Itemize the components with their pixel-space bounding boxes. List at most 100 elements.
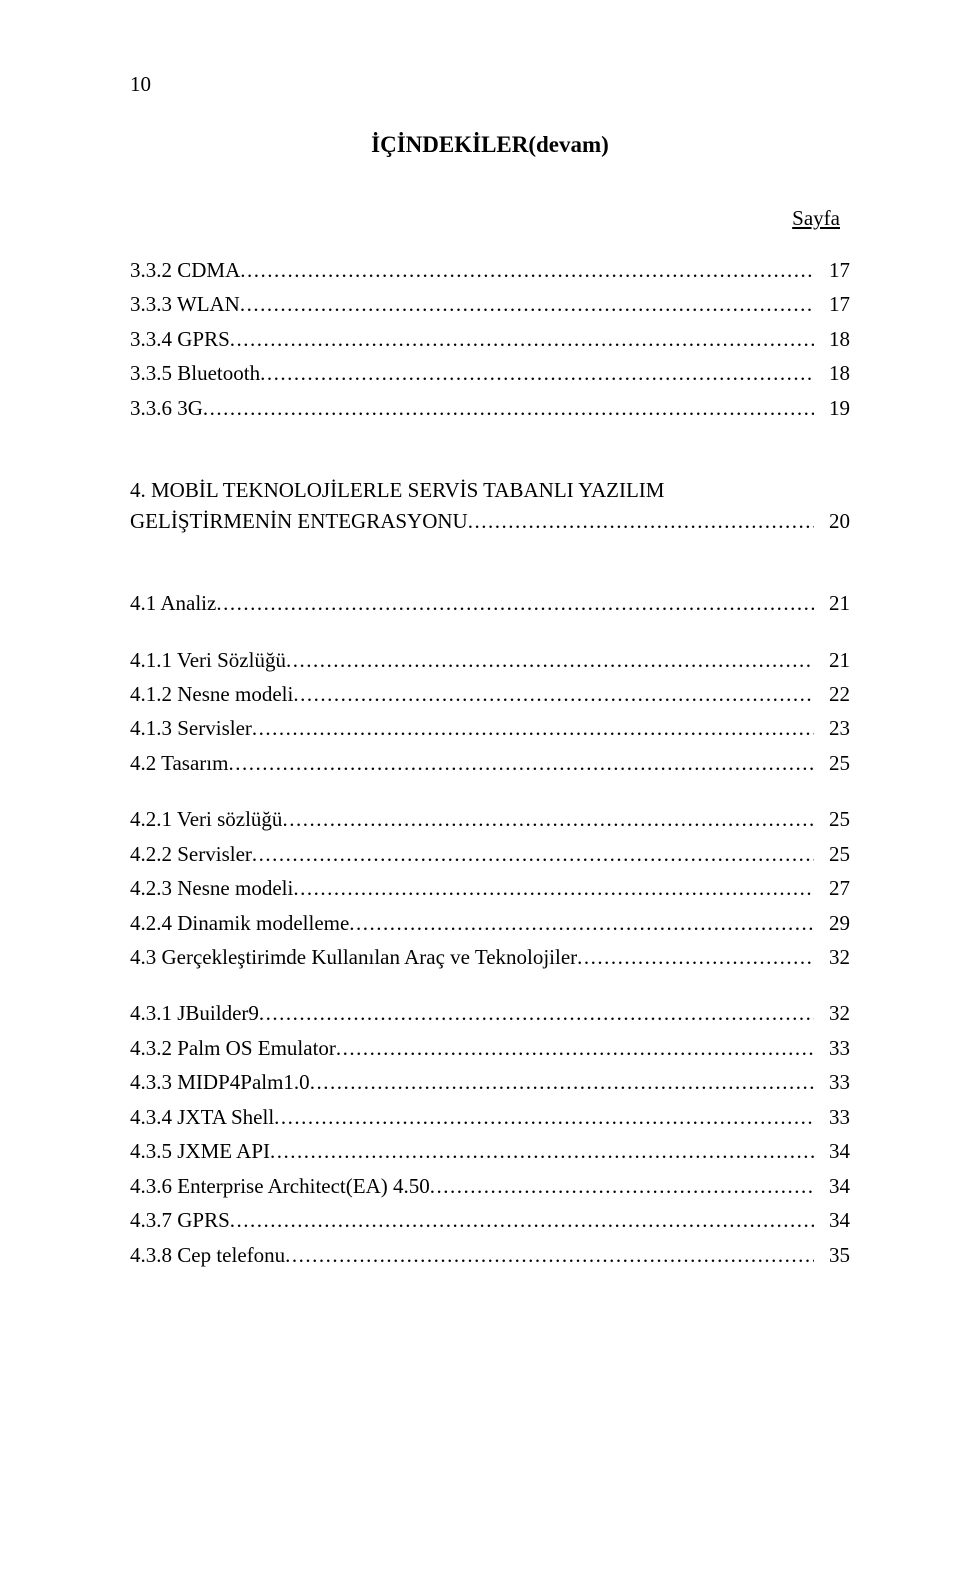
toc-entry-page: 29 [814,908,850,938]
toc-group-1: 3.3.2 CDMA .............................… [130,255,850,423]
toc-title: İÇİNDEKİLER(devam) [130,132,850,158]
toc-entry-label: 4.3.1 JBuilder9 [130,998,259,1028]
toc-entry-page: 17 [814,289,850,319]
toc-entry-page: 23 [814,713,850,743]
toc-entry-label: 4.3.5 JXME API [130,1136,270,1166]
toc-entry-label: 4.3.8 Cep telefonu [130,1240,285,1270]
toc-entry-label: 4.2.3 Nesne modeli [130,873,293,903]
toc-entry-page: 34 [814,1171,850,1201]
spacer [130,976,850,998]
toc-entry-label: 4.1.3 Servisler [130,713,252,743]
toc-group-4: 4.2.1 Veri sözlüğü .....................… [130,804,850,972]
toc-leader-dots: ........................................… [240,289,814,319]
toc-entry-label: 4.1.1 Veri Sözlüğü [130,645,286,675]
toc-entry: 4.2.4 Dinamik modelleme ................… [130,908,850,938]
toc-leader-dots: ........................................… [577,942,814,972]
toc-group-2: 4.1 Analiz .............................… [130,588,850,618]
toc-entry-page: 18 [814,324,850,354]
toc-leader-dots: ........................................… [274,1102,814,1132]
toc-entry: 4.2.1 Veri sözlüğü .....................… [130,804,850,834]
spacer [130,782,850,804]
toc-leader-dots: ........................................… [282,804,814,834]
toc-leader-dots: ........................................… [430,1171,814,1201]
toc-entry-page: 33 [814,1067,850,1097]
toc-entry-label: 3.3.5 Bluetooth [130,358,260,388]
toc-entry-page: 33 [814,1033,850,1063]
toc-entry-page: 34 [814,1136,850,1166]
toc-group-5: 4.3.1 JBuilder9 ........................… [130,998,850,1270]
toc-leader-dots: ........................................… [336,1033,814,1063]
toc-entry-page: 19 [814,393,850,423]
toc-entry-label: 4.2.2 Servisler [130,839,252,869]
toc-entry-label: 4.3.2 Palm OS Emulator [130,1033,336,1063]
toc-entry: 4.3.5 JXME API .........................… [130,1136,850,1166]
toc-leader-dots: ........................................… [228,748,814,778]
toc-entry: 3.3.3 WLAN .............................… [130,289,850,319]
toc-entry: 4.2.2 Servisler ........................… [130,839,850,869]
toc-entry-label: 4.3.4 JXTA Shell [130,1102,274,1132]
toc-entry-label: GELİŞTİRMENİN ENTEGRASYONU [130,506,468,536]
toc-entry-page: 27 [814,873,850,903]
toc-entry-page: 33 [814,1102,850,1132]
toc-leader-dots: ........................................… [259,998,814,1028]
toc-entry: 4.1 Analiz .............................… [130,588,850,618]
toc-entry-label-line1: 4. MOBİL TEKNOLOJİLERLE SERVİS TABANLI Y… [130,475,850,505]
toc-leader-dots: ........................................… [252,713,814,743]
toc-leader-dots: ........................................… [286,645,814,675]
toc-entry-label: 4.3.7 GPRS [130,1205,230,1235]
page-number: 10 [130,72,151,97]
toc-entry: 4.3.1 JBuilder9 ........................… [130,998,850,1028]
toc-leader-dots: ........................................… [230,324,814,354]
toc-entry-page: 25 [814,748,850,778]
toc-entry-label: 4.1 Analiz [130,588,216,618]
toc-leader-dots: ........................................… [285,1240,814,1270]
toc-leader-dots: ........................................… [216,588,814,618]
toc-leader-dots: ........................................… [349,908,814,938]
toc-entry: 3.3.4 GPRS .............................… [130,324,850,354]
toc-entry-label: 4.3.3 MIDP4Palm1.0 [130,1067,310,1097]
toc-entry-page: 22 [814,679,850,709]
toc-entry-label: 4.1.2 Nesne modeli [130,679,293,709]
toc-entry-page: 17 [814,255,850,285]
toc-entry-label: 4.2 Tasarım [130,748,228,778]
toc-entry: 4.1.1 Veri Sözlüğü .....................… [130,645,850,675]
toc-entry: 4.3.3 MIDP4Palm1.0 .....................… [130,1067,850,1097]
toc-entry-page: 21 [814,645,850,675]
toc-entry: 4.3.6 Enterprise Architect(EA) 4.50 ....… [130,1171,850,1201]
toc-section-4: 4. MOBİL TEKNOLOJİLERLE SERVİS TABANLI Y… [130,475,850,536]
toc-entry-label: 4.2.1 Veri sözlüğü [130,804,282,834]
toc-entry-label: 3.3.4 GPRS [130,324,230,354]
spacer [130,427,850,475]
toc-entry-page: 18 [814,358,850,388]
toc-entry-label: 4.2.4 Dinamik modelleme [130,908,349,938]
spacer [130,623,850,645]
toc-leader-dots: ........................................… [310,1067,814,1097]
toc-entry-label: 4.3.6 Enterprise Architect(EA) 4.50 [130,1171,430,1201]
toc-entry: 4.3.8 Cep telefonu .....................… [130,1240,850,1270]
toc-entry: 4.3.7 GPRS .............................… [130,1205,850,1235]
toc-leader-dots: ........................................… [230,1205,814,1235]
toc-entry: 4.3.2 Palm OS Emulator .................… [130,1033,850,1063]
toc-entry: 4. MOBİL TEKNOLOJİLERLE SERVİS TABANLI Y… [130,475,850,536]
toc-entry: 4.1.3 Servisler ........................… [130,713,850,743]
spacer [130,540,850,588]
toc-entry-label: 3.3.3 WLAN [130,289,240,319]
toc-entry-label: 3.3.6 3G [130,393,203,423]
toc-leader-dots: ........................................… [240,255,814,285]
toc-entry-page: 32 [814,998,850,1028]
toc-entry-page: 25 [814,839,850,869]
toc-leader-dots: ........................................… [203,393,814,423]
toc-entry: 4.1.2 Nesne modeli .....................… [130,679,850,709]
toc-entry-label-line2: GELİŞTİRMENİN ENTEGRASYONU .............… [130,506,850,536]
toc-entry: 3.3.6 3G ...............................… [130,393,850,423]
toc-entry-page: 34 [814,1205,850,1235]
toc-entry: 4.3.4 JXTA Shell .......................… [130,1102,850,1132]
toc-leader-dots: ........................................… [293,873,814,903]
toc-entry-label: 4.3 Gerçekleştirimde Kullanılan Araç ve … [130,942,577,972]
toc-group-3: 4.1.1 Veri Sözlüğü .....................… [130,645,850,779]
toc-entry: 4.3 Gerçekleştirimde Kullanılan Araç ve … [130,942,850,972]
toc-entry-page: 35 [814,1240,850,1270]
toc-entry-page: 20 [814,506,850,536]
toc-leader-dots: ........................................… [293,679,814,709]
toc-entry-page: 25 [814,804,850,834]
